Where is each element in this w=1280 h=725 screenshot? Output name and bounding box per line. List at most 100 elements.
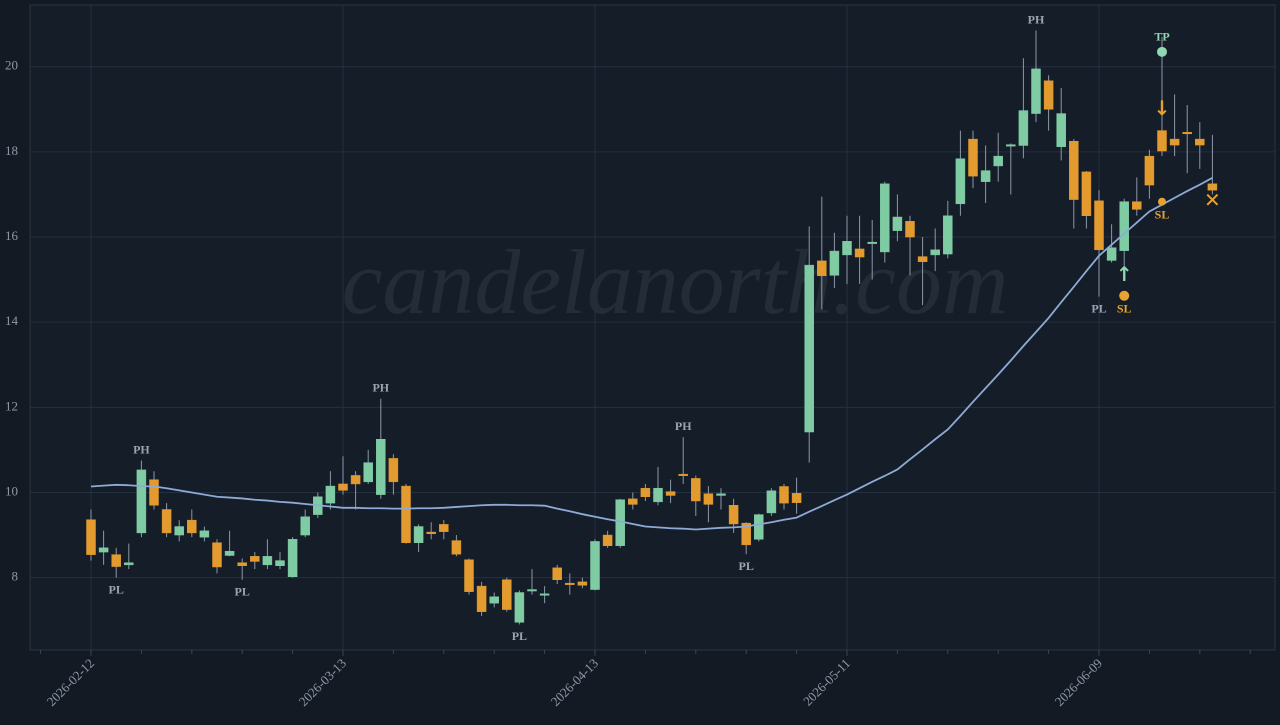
pivot-label: PH — [675, 419, 692, 433]
candle-body — [716, 493, 726, 496]
candle-body — [1069, 140, 1079, 200]
candle-body — [1119, 201, 1129, 251]
candle-body — [703, 493, 714, 505]
candle-body — [136, 469, 147, 534]
candle-body — [993, 155, 1003, 167]
candle-body — [124, 562, 134, 566]
candle-body — [1031, 68, 1041, 114]
candle-body — [86, 519, 96, 555]
pivot-label: PL — [109, 582, 124, 596]
pivot-label: PL — [739, 559, 754, 573]
candle-body — [628, 498, 638, 505]
candle-body — [212, 542, 222, 568]
candle-body — [426, 531, 436, 535]
candle-body — [539, 593, 550, 596]
signal-label: SL — [1117, 302, 1132, 316]
candle-body — [287, 539, 298, 578]
candle-body — [224, 550, 235, 556]
y-tick-label: 12 — [5, 398, 18, 413]
candle-body — [640, 487, 651, 497]
signal-label: TP — [1154, 30, 1169, 44]
candle-body — [854, 248, 865, 258]
candle-body — [590, 541, 600, 590]
y-tick-label: 16 — [5, 228, 19, 243]
candle-body — [766, 490, 777, 514]
candle-body — [187, 519, 197, 534]
candle-body — [1132, 201, 1142, 210]
candle-body — [401, 485, 411, 543]
candle-body — [514, 592, 525, 623]
candle-body — [325, 485, 336, 504]
pivot-label: PL — [1091, 301, 1106, 315]
candle-body — [262, 556, 273, 566]
candle-body — [161, 509, 172, 534]
signal-symbol: ✕ — [1204, 188, 1221, 212]
candle-body — [388, 458, 399, 483]
candle-body — [451, 540, 462, 555]
candle-body — [1144, 155, 1155, 186]
candle-body — [842, 241, 852, 256]
signal-label: SL — [1155, 207, 1170, 221]
candle-body — [149, 479, 159, 506]
candle-body — [502, 579, 512, 610]
y-tick-label: 18 — [5, 143, 18, 158]
candle-body — [552, 567, 562, 581]
candle-body — [867, 241, 877, 244]
candle-body — [779, 486, 789, 504]
candle-body — [817, 260, 827, 277]
pivot-label: PH — [133, 442, 150, 456]
y-tick-label: 20 — [5, 58, 18, 73]
candle-body — [1182, 132, 1192, 135]
candle-body — [943, 215, 953, 255]
candle-body — [728, 504, 739, 525]
watermark: candelanorth.com — [342, 231, 1009, 333]
candle-body — [376, 439, 386, 495]
candle-body — [1157, 130, 1167, 152]
signal-symbol: ↓ — [1154, 96, 1171, 120]
pivot-label: PL — [512, 629, 527, 643]
candle-body — [1006, 144, 1016, 147]
candle-body — [665, 491, 676, 496]
pivot-label: PL — [235, 585, 250, 599]
candle-body — [237, 562, 247, 566]
candle-body — [1094, 200, 1104, 251]
candle-body — [1043, 80, 1054, 110]
signal-symbol: ↑ — [1116, 262, 1133, 286]
candle-body — [1195, 138, 1205, 146]
candle-body — [892, 216, 903, 231]
candle-body — [691, 478, 701, 502]
candle-body — [804, 264, 814, 433]
candle-body — [464, 559, 474, 592]
candle-body — [917, 256, 928, 262]
candle-body — [275, 560, 285, 566]
candle-body — [980, 170, 991, 182]
candle-body — [930, 249, 940, 256]
signal-dot — [1157, 46, 1167, 57]
candle-body — [98, 547, 109, 553]
candle-body — [350, 475, 361, 485]
candle-body — [1081, 171, 1092, 216]
candle-body — [1207, 183, 1218, 191]
candle-body — [791, 493, 802, 503]
candle-body — [577, 581, 588, 586]
signal-dot — [1119, 290, 1130, 301]
candle-body — [955, 158, 966, 205]
pivot-label: PH — [1028, 12, 1045, 26]
candle-body — [678, 473, 688, 476]
candle-body — [476, 585, 487, 612]
candle-body — [363, 462, 373, 483]
y-tick-label: 8 — [12, 569, 19, 584]
y-tick-label: 10 — [5, 483, 18, 498]
candle-body — [880, 183, 890, 253]
candle-body — [602, 534, 613, 546]
candle-body — [1056, 113, 1066, 148]
candle-body — [439, 524, 449, 532]
candle-body — [1018, 110, 1029, 146]
candle-body — [489, 596, 499, 604]
signal-dot — [1158, 197, 1166, 206]
candle-body — [968, 138, 978, 177]
candle-body — [565, 582, 575, 585]
candle-body — [413, 526, 424, 543]
